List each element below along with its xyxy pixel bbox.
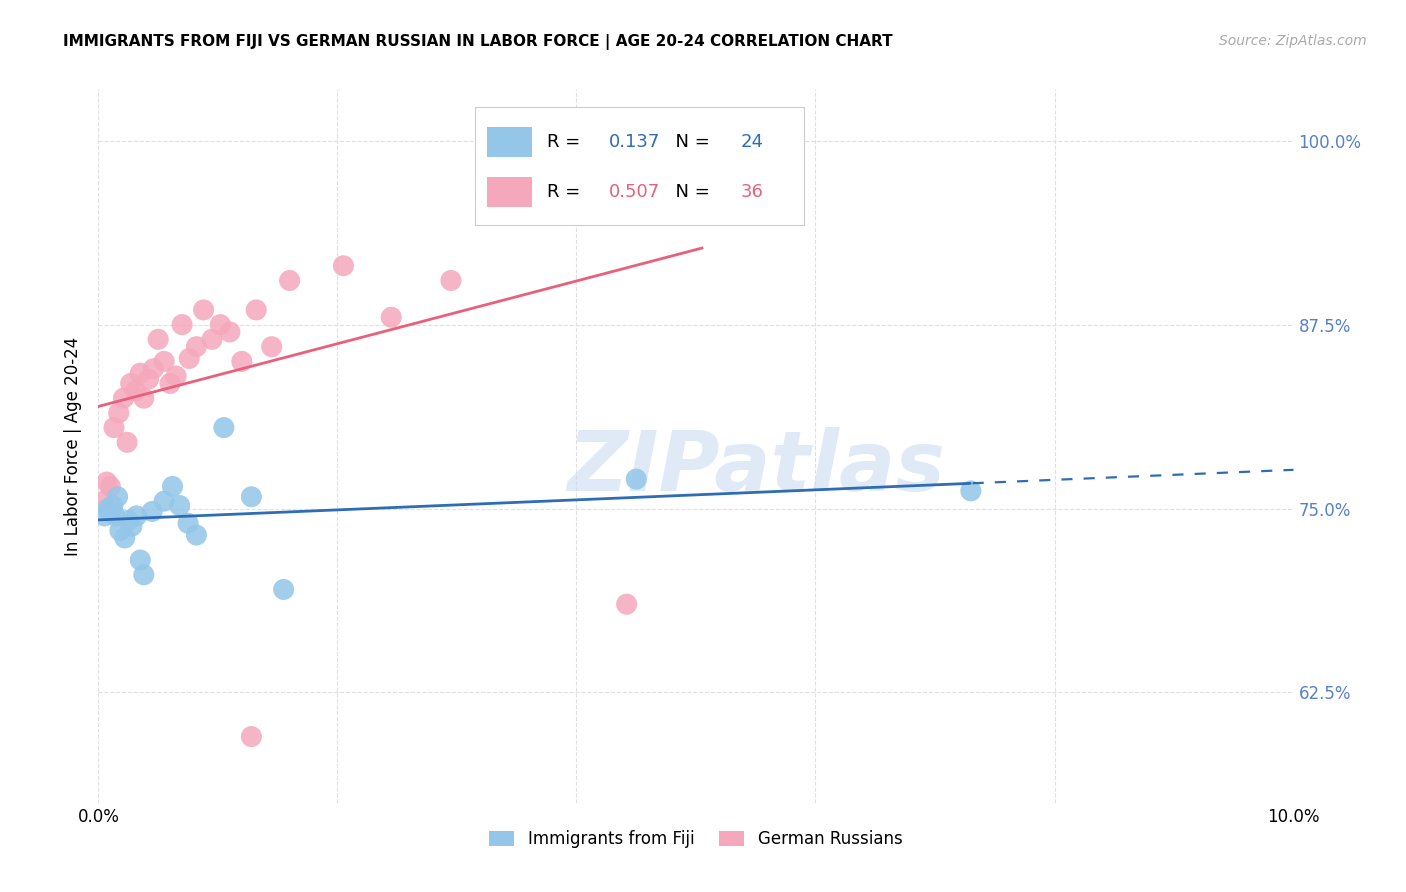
Point bbox=[332, 259, 354, 273]
Point bbox=[201, 332, 224, 346]
Text: ZIPatlas: ZIPatlas bbox=[567, 427, 945, 508]
Point bbox=[112, 391, 135, 405]
Point bbox=[960, 483, 983, 498]
Point bbox=[551, 170, 574, 185]
Point bbox=[141, 504, 163, 518]
Legend: Immigrants from Fiji, German Russians: Immigrants from Fiji, German Russians bbox=[482, 824, 910, 855]
Point bbox=[93, 508, 115, 523]
Point bbox=[177, 516, 200, 531]
Point bbox=[107, 406, 129, 420]
Point bbox=[278, 273, 301, 287]
Text: R =: R = bbox=[547, 183, 585, 201]
Point bbox=[165, 369, 187, 384]
Text: 24: 24 bbox=[740, 134, 763, 152]
Point bbox=[212, 420, 235, 434]
Point bbox=[186, 528, 208, 542]
Point bbox=[129, 366, 152, 380]
Point bbox=[169, 499, 191, 513]
Point bbox=[142, 361, 165, 376]
FancyBboxPatch shape bbox=[475, 107, 804, 225]
Text: N =: N = bbox=[664, 183, 716, 201]
Point bbox=[245, 302, 267, 317]
Point bbox=[231, 354, 253, 368]
Point bbox=[114, 531, 136, 545]
Point bbox=[98, 504, 122, 518]
Point bbox=[98, 479, 122, 493]
Point bbox=[103, 420, 125, 434]
Point bbox=[124, 384, 146, 398]
Point bbox=[273, 582, 295, 597]
Point bbox=[240, 490, 263, 504]
Text: 0.137: 0.137 bbox=[609, 134, 659, 152]
Bar bbox=[486, 177, 533, 207]
Point bbox=[616, 597, 638, 611]
Point bbox=[153, 354, 176, 368]
Point bbox=[115, 435, 138, 450]
Point bbox=[626, 472, 648, 486]
Point bbox=[153, 494, 176, 508]
Point bbox=[108, 524, 131, 538]
Point bbox=[107, 490, 129, 504]
Point bbox=[186, 340, 208, 354]
Text: Source: ZipAtlas.com: Source: ZipAtlas.com bbox=[1219, 34, 1367, 48]
Point bbox=[104, 508, 127, 523]
Point bbox=[117, 513, 139, 527]
Point bbox=[380, 310, 402, 325]
Point bbox=[179, 351, 201, 366]
Point bbox=[440, 273, 463, 287]
Point bbox=[172, 318, 194, 332]
Point bbox=[120, 376, 142, 391]
Point bbox=[499, 178, 522, 192]
Point bbox=[159, 376, 181, 391]
Point bbox=[96, 475, 118, 489]
Point bbox=[193, 302, 215, 317]
Point bbox=[209, 318, 232, 332]
Point bbox=[219, 325, 242, 339]
Text: 36: 36 bbox=[740, 183, 763, 201]
Point bbox=[138, 372, 160, 386]
Point bbox=[260, 340, 283, 354]
Point bbox=[240, 730, 263, 744]
Text: R =: R = bbox=[547, 134, 585, 152]
Point bbox=[132, 391, 155, 405]
Y-axis label: In Labor Force | Age 20-24: In Labor Force | Age 20-24 bbox=[63, 336, 82, 556]
Point bbox=[91, 494, 114, 508]
Point bbox=[121, 519, 143, 533]
Point bbox=[132, 567, 155, 582]
Point bbox=[690, 178, 713, 192]
Text: N =: N = bbox=[664, 134, 716, 152]
Point bbox=[97, 501, 120, 516]
Point bbox=[148, 332, 170, 346]
Text: 0.507: 0.507 bbox=[609, 183, 659, 201]
Text: IMMIGRANTS FROM FIJI VS GERMAN RUSSIAN IN LABOR FORCE | AGE 20-24 CORRELATION CH: IMMIGRANTS FROM FIJI VS GERMAN RUSSIAN I… bbox=[63, 34, 893, 50]
Point bbox=[101, 499, 124, 513]
Point bbox=[125, 508, 148, 523]
Point bbox=[162, 479, 184, 493]
Point bbox=[129, 553, 152, 567]
Bar bbox=[486, 128, 533, 157]
